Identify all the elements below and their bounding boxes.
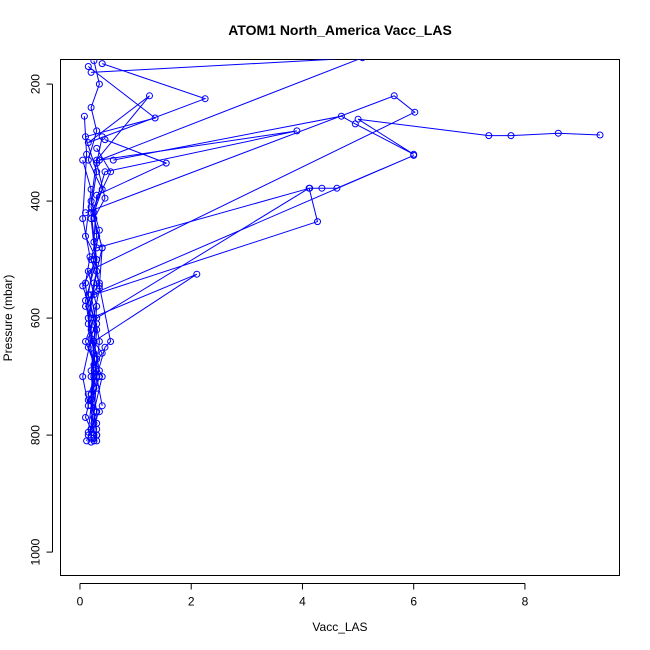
- data-point: [79, 156, 87, 164]
- data-point: [93, 431, 101, 439]
- data-point: [354, 115, 362, 123]
- data-point: [87, 425, 95, 433]
- data-point: [84, 402, 92, 410]
- x-tick-label: 0: [77, 595, 84, 609]
- data-point: [95, 226, 103, 234]
- data-point: [86, 253, 94, 261]
- x-tick-label: 2: [188, 595, 195, 609]
- series-line: [82, 159, 100, 433]
- data-point: [93, 168, 101, 176]
- data-point: [84, 63, 92, 70]
- data-point: [90, 291, 98, 299]
- data-point: [82, 297, 89, 304]
- series-line: [113, 115, 601, 161]
- y-tick-label: 200: [29, 74, 43, 94]
- data-point: [79, 215, 87, 223]
- data-point: [109, 156, 117, 164]
- data-point: [82, 338, 89, 345]
- data-point: [359, 59, 366, 62]
- data-point: [87, 104, 95, 111]
- data-point: [80, 112, 88, 120]
- plot-frame: [60, 59, 620, 576]
- data-point: [107, 168, 115, 176]
- series-line: [93, 136, 112, 406]
- series-line: [85, 95, 416, 436]
- chart-title: ATOM1 North_America Vacc_LAS: [228, 22, 452, 38]
- plot-area: [79, 59, 604, 446]
- x-axis-label: Vacc_LAS: [312, 620, 367, 634]
- data-point: [485, 132, 493, 140]
- data-point: [596, 131, 604, 139]
- data-point: [507, 132, 515, 140]
- data-point: [162, 159, 170, 167]
- data-point: [93, 419, 101, 427]
- data-point: [84, 390, 92, 398]
- data-point: [90, 314, 98, 322]
- y-axis-label: Pressure (mbar): [1, 275, 15, 362]
- y-tick-label: 600: [29, 308, 43, 328]
- data-point: [98, 402, 106, 410]
- data-point: [93, 373, 101, 381]
- x-tick-label: 8: [522, 595, 529, 609]
- data-point: [82, 414, 89, 421]
- data-point: [87, 335, 95, 343]
- data-point: [90, 59, 98, 65]
- y-tick-label: 400: [29, 191, 43, 211]
- data-point: [83, 150, 91, 158]
- data-point: [93, 256, 101, 264]
- data-point: [93, 159, 101, 167]
- series-line: [87, 187, 319, 412]
- data-point: [554, 129, 562, 137]
- y-tick-label: 800: [29, 425, 43, 445]
- data-point: [337, 112, 345, 120]
- data-point: [151, 114, 159, 122]
- data-point: [95, 282, 103, 290]
- x-axis: 0 2 4 6 8: [77, 583, 529, 609]
- x-tick-label: 4: [299, 595, 306, 609]
- data-point: [305, 184, 313, 192]
- data-point: [87, 68, 95, 76]
- data-point: [83, 437, 91, 445]
- data-point: [390, 92, 398, 100]
- data-point: [201, 95, 209, 103]
- data-point: [101, 343, 109, 351]
- data-point: [318, 184, 326, 192]
- data-point: [87, 185, 95, 193]
- data-point: [98, 60, 106, 68]
- series-line: [87, 59, 360, 430]
- data-point: [82, 279, 89, 287]
- y-tick-label: 1000: [29, 538, 43, 565]
- data-point: [107, 338, 115, 345]
- data-point: [93, 302, 101, 310]
- data-point: [333, 184, 341, 192]
- series-line: [82, 116, 92, 442]
- data-point: [79, 373, 87, 381]
- data-point: [101, 194, 109, 202]
- data-point: [146, 92, 153, 100]
- data-point: [98, 244, 106, 252]
- data-point: [411, 108, 419, 116]
- y-axis: 200 400 600 800 1000: [29, 74, 53, 565]
- data-point: [293, 127, 301, 135]
- data-point: [95, 80, 103, 88]
- x-tick-label: 6: [410, 595, 417, 609]
- data-point: [314, 218, 321, 226]
- series-line: [87, 273, 198, 424]
- data-point: [98, 133, 106, 141]
- series-line: [90, 154, 414, 389]
- data-point: [193, 270, 201, 278]
- data-point: [410, 151, 418, 159]
- data-point: [90, 215, 98, 223]
